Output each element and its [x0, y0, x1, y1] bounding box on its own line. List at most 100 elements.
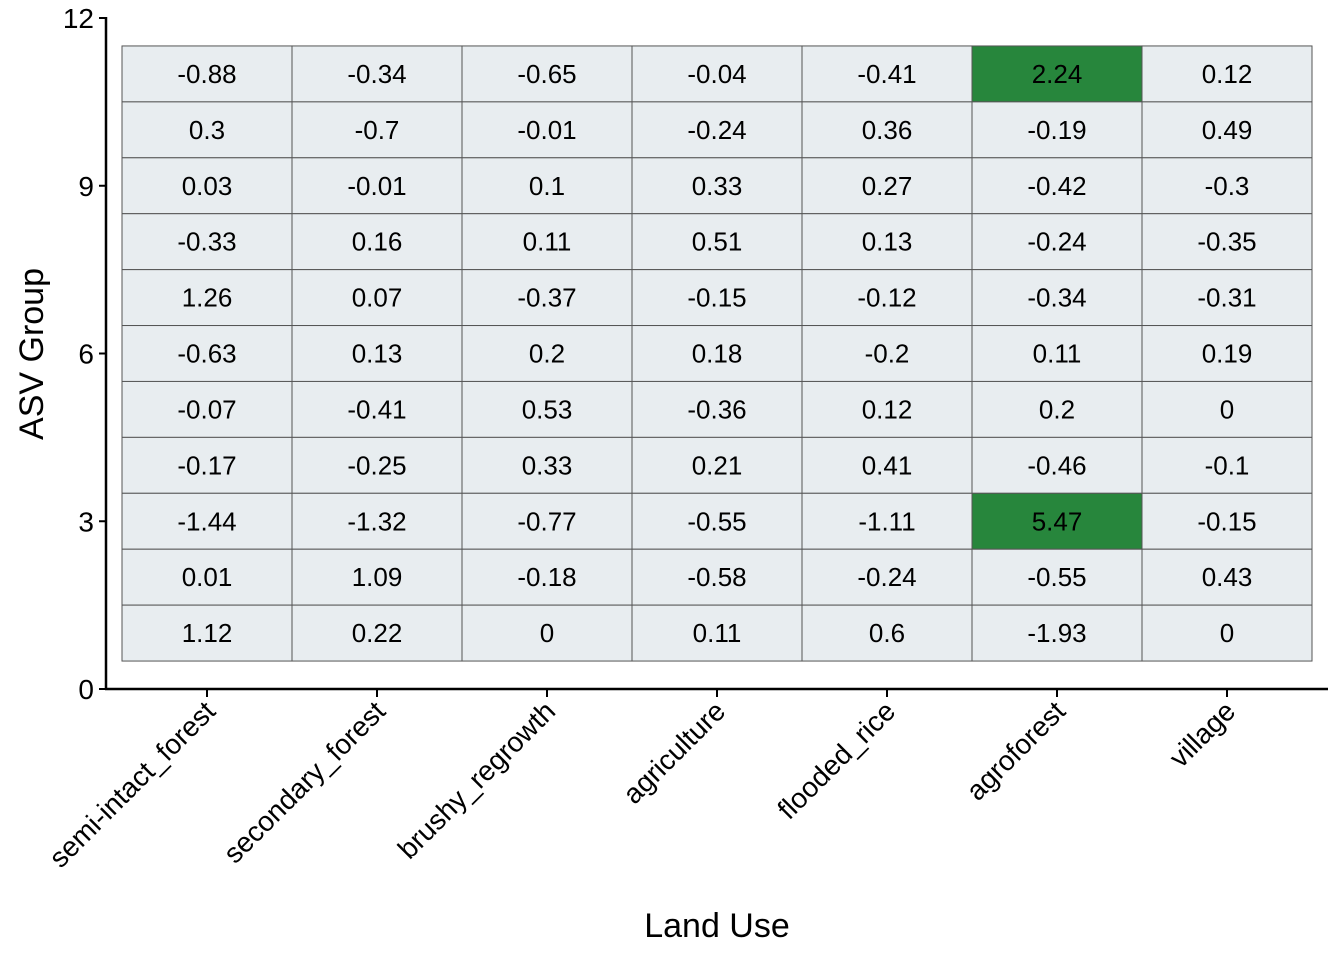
cell-value-label: -0.34 — [1027, 283, 1086, 313]
heatmap-cell — [971, 380, 1143, 438]
cell-value-label: 0.12 — [1202, 59, 1253, 89]
cell-value-label: 1.09 — [352, 562, 403, 592]
cell-value-label: -0.15 — [1197, 506, 1256, 536]
heatmap-cell — [121, 548, 293, 606]
cell-value-label: -0.24 — [1027, 227, 1086, 257]
cell-value-label: 0.13 — [862, 227, 913, 257]
cell-value-label: -0.07 — [177, 394, 236, 424]
cell-value-label: -1.93 — [1027, 618, 1086, 648]
x-tick-label: semi-intact_forest — [43, 695, 221, 873]
cell-value-label: 0.01 — [182, 562, 233, 592]
cell-value-label: -1.32 — [347, 506, 406, 536]
cell-value-label: -0.12 — [857, 283, 916, 313]
cell-value-label: 0.27 — [862, 171, 913, 201]
heatmap-cell — [121, 213, 293, 271]
cell-value-label: 0.33 — [692, 171, 743, 201]
cell-value-label: 0 — [1220, 618, 1234, 648]
heatmap-cell — [1141, 213, 1313, 271]
cell-value-label: 0.13 — [352, 339, 403, 369]
cell-value-label: -0.18 — [517, 562, 576, 592]
heatmap-cell — [291, 45, 463, 103]
y-tick-label: 12 — [63, 3, 94, 34]
x-tick-label: agriculture — [617, 695, 731, 809]
x-tick-label: secondary_forest — [217, 695, 391, 869]
cell-value-label: 0.43 — [1202, 562, 1253, 592]
cell-value-label: 0.11 — [523, 227, 572, 257]
heatmap-cell — [461, 604, 633, 662]
cell-value-label: 0.41 — [862, 450, 913, 480]
cell-value-label: 1.12 — [182, 618, 233, 648]
cell-value-label: 5.47 — [1032, 506, 1083, 536]
cell-value-label: -0.63 — [177, 339, 236, 369]
cell-value-label: -0.2 — [865, 339, 910, 369]
x-axis-title: Land Use — [644, 907, 790, 945]
cell-value-label: 0.3 — [189, 115, 225, 145]
y-tick-label: 6 — [78, 339, 94, 370]
cell-value-label: -0.15 — [687, 283, 746, 313]
cell-value-label: -0.04 — [687, 59, 746, 89]
heatmap-cell — [1141, 269, 1313, 327]
heatmap-cell — [291, 213, 463, 271]
heatmap-cell — [801, 436, 973, 494]
heatmap-cell — [1141, 548, 1313, 606]
heatmap-cell — [121, 604, 293, 662]
heatmap-cell — [291, 325, 463, 382]
heatmap-cell — [801, 548, 973, 606]
heatmap-cell — [461, 269, 633, 327]
x-tick-label: agroforest — [960, 695, 1071, 806]
cell-value-label: 0.49 — [1202, 115, 1253, 145]
heatmap-cell — [1141, 101, 1313, 159]
heatmap-cells: -0.88 -0.34 -0.65 -0.04 -0.41 2.24 0.12 0.3 -0.7… — [121, 45, 1313, 662]
cell-value-label: -0.77 — [517, 506, 576, 536]
cell-value-label: 0.33 — [522, 450, 573, 480]
heatmap-cell — [631, 604, 803, 662]
heatmap-cell — [461, 380, 633, 438]
cell-value-label: -0.88 — [177, 59, 236, 89]
cell-value-label: 2.24 — [1032, 59, 1083, 89]
heatmap-cell — [121, 436, 293, 494]
heatmap-cell — [121, 492, 293, 550]
heatmap-cell — [631, 436, 803, 494]
heatmap-cell — [971, 101, 1143, 159]
heatmap-cell — [971, 604, 1143, 662]
heatmap-cell — [121, 101, 293, 159]
cell-value-label: -1.11 — [858, 506, 915, 536]
heatmap-cell — [801, 325, 973, 382]
cell-value-label: 0.18 — [692, 339, 743, 369]
cell-value-label: -0.1 — [1205, 450, 1250, 480]
heatmap-cell — [801, 604, 973, 662]
heatmap-cell — [461, 548, 633, 606]
cell-value-label: -0.58 — [687, 562, 746, 592]
cell-value-label: -0.36 — [687, 394, 746, 424]
heatmap-cell — [801, 380, 973, 438]
heatmap-cell — [1141, 157, 1313, 215]
heatmap-cell — [121, 325, 293, 382]
heatmap-cell — [461, 101, 633, 159]
heatmap-cell — [461, 45, 633, 103]
heatmap-cell — [631, 548, 803, 606]
cell-value-label: 0.53 — [522, 394, 573, 424]
heatmap-cell — [631, 157, 803, 215]
heatmap-cell — [461, 492, 633, 550]
x-tick-label: village — [1163, 695, 1241, 773]
x-tick-label: brushy_regrowth — [392, 695, 561, 864]
cell-value-label: -0.25 — [347, 450, 406, 480]
cell-value-label: -0.24 — [857, 562, 916, 592]
heatmap-cell — [801, 45, 973, 103]
heatmap-cell — [461, 325, 633, 382]
cell-value-label: 0.07 — [352, 283, 403, 313]
cell-value-label: -0.34 — [347, 59, 406, 89]
cell-value-label: -0.7 — [355, 115, 400, 145]
cell-value-label: -1.44 — [177, 506, 236, 536]
heatmap-cell — [291, 157, 463, 215]
cell-value-label: -0.37 — [517, 283, 576, 313]
cell-value-label: -0.01 — [347, 171, 406, 201]
cell-value-label: -0.42 — [1027, 171, 1086, 201]
cell-value-label: -0.55 — [687, 506, 746, 536]
cell-value-label: 0.22 — [352, 618, 403, 648]
cell-value-label: -0.24 — [687, 115, 746, 145]
heatmap-cell — [1141, 604, 1313, 662]
cell-value-label: 0.11 — [1033, 339, 1082, 369]
heatmap-cell — [631, 325, 803, 382]
cell-value-label: -0.35 — [1197, 227, 1256, 257]
